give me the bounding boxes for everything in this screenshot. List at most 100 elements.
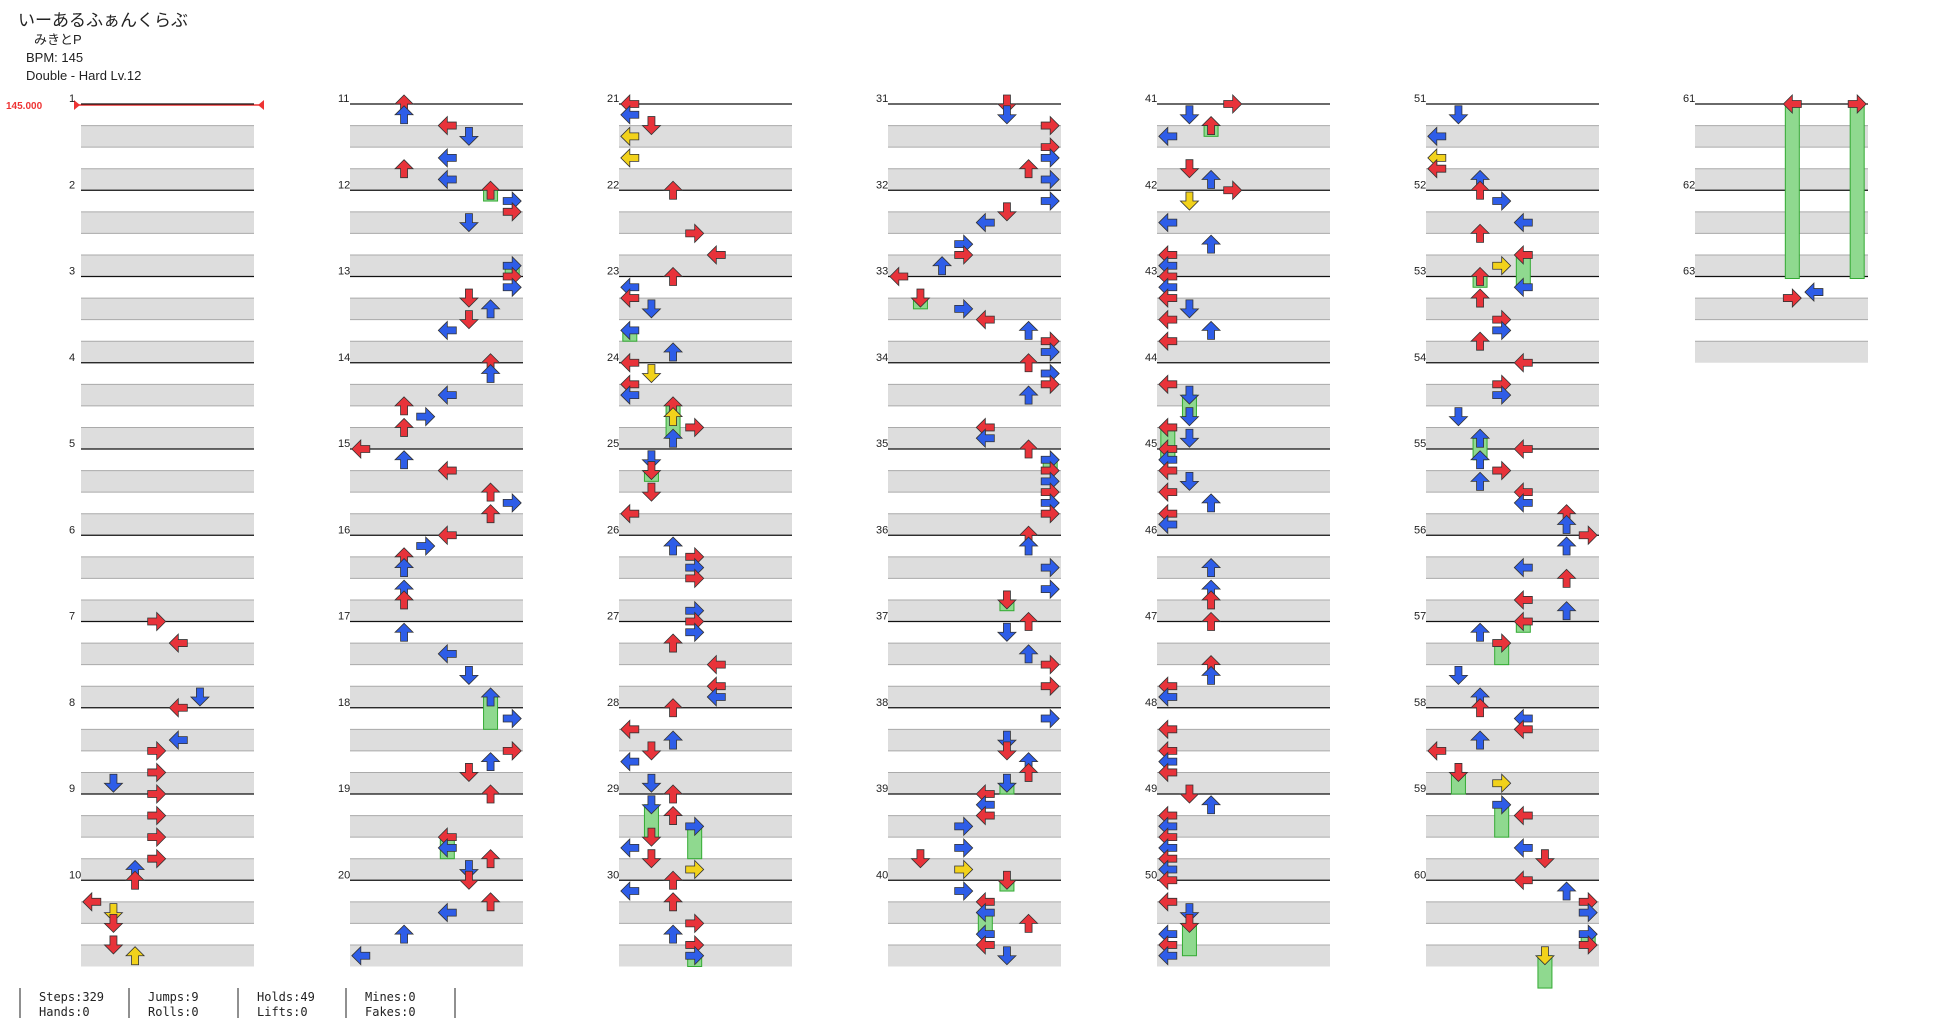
arrow <box>1018 536 1039 556</box>
arrow <box>1578 525 1598 546</box>
measure-number: 35 <box>876 438 888 450</box>
stat: Rolls:0 <box>148 1005 199 1019</box>
beat-band <box>1426 384 1599 406</box>
arrow <box>1448 763 1469 783</box>
arrow <box>437 320 457 341</box>
arrow <box>416 406 436 427</box>
measure-number: 5 <box>69 438 75 450</box>
arrow <box>502 740 522 761</box>
measure-number: 29 <box>607 783 619 795</box>
beat-band <box>619 298 792 320</box>
beat-band <box>888 686 1061 708</box>
arrow <box>1513 244 1533 265</box>
beat-band <box>350 211 523 234</box>
beat-band <box>1157 858 1330 881</box>
beat-band <box>1157 168 1330 191</box>
arrow <box>1179 385 1200 405</box>
arrow <box>663 180 684 200</box>
arrow <box>1158 374 1178 395</box>
arrow <box>1158 126 1178 147</box>
beat-band <box>350 815 523 838</box>
arrow <box>394 417 415 437</box>
arrow <box>480 752 501 772</box>
beat-band <box>888 298 1061 320</box>
arrow <box>975 212 995 233</box>
arrow <box>1492 794 1512 815</box>
arrow <box>663 784 684 804</box>
beat-band <box>1157 513 1330 536</box>
arrow <box>1492 255 1512 276</box>
beat-band <box>1426 772 1599 794</box>
measure-number: 62 <box>1683 179 1695 191</box>
beat-band <box>1157 729 1330 751</box>
beat-band <box>1695 168 1868 191</box>
arrow <box>1470 622 1491 642</box>
measure-number: 23 <box>607 266 619 278</box>
arrow <box>706 654 726 675</box>
measure-number: 59 <box>1414 783 1426 795</box>
arrow <box>954 859 974 880</box>
arrow <box>1158 762 1178 783</box>
measure-number: 27 <box>607 611 619 623</box>
measure-number: 22 <box>607 179 619 191</box>
arrow <box>1470 331 1491 351</box>
beat-band <box>350 599 523 622</box>
arrow <box>1158 870 1178 891</box>
arrow <box>954 837 974 858</box>
measure-number: 26 <box>607 524 619 536</box>
measure-number: 47 <box>1145 611 1157 623</box>
arrow <box>996 773 1017 793</box>
arrow <box>620 503 640 524</box>
beat-band <box>619 513 792 536</box>
hold <box>1849 103 1865 279</box>
arrow <box>480 687 501 707</box>
bpm-tri <box>258 100 264 110</box>
beat-band <box>1157 815 1330 838</box>
arrow <box>975 902 995 923</box>
measure-number: 36 <box>876 524 888 536</box>
beat-band <box>1426 944 1599 967</box>
arrow <box>706 687 726 707</box>
arrow <box>975 805 995 826</box>
beat-band <box>350 254 523 277</box>
beat-band <box>1157 298 1330 320</box>
beat-band <box>1157 125 1330 148</box>
measure-number: 13 <box>338 266 350 278</box>
arrow <box>394 105 415 125</box>
arrow <box>1040 342 1060 362</box>
measure-number: 54 <box>1414 352 1426 364</box>
arrow <box>1578 934 1598 955</box>
arrow <box>394 590 415 610</box>
beat-band <box>1426 125 1599 148</box>
beat-band <box>350 125 523 148</box>
beat-band <box>1157 211 1330 234</box>
arrow <box>437 902 457 923</box>
stat: Hands:0 <box>39 1005 90 1019</box>
arrow <box>437 115 457 136</box>
arrow <box>932 256 953 276</box>
arrow <box>458 763 479 783</box>
arrow <box>685 913 705 934</box>
measure-number: 44 <box>1145 352 1157 364</box>
beat-band <box>1426 470 1599 493</box>
beat-band <box>81 168 254 191</box>
stat: Steps:329 <box>39 990 104 1004</box>
beat-band <box>888 901 1061 924</box>
beat-band <box>1157 427 1330 449</box>
measure-number: 45 <box>1145 438 1157 450</box>
arrow <box>620 104 640 125</box>
arrow <box>103 773 124 793</box>
arrow <box>641 482 662 502</box>
beat-band <box>81 643 254 665</box>
beat-band <box>1157 599 1330 622</box>
beat-band <box>619 125 792 148</box>
arrow <box>1470 223 1491 243</box>
arrow <box>147 784 167 804</box>
arrow <box>1040 374 1060 395</box>
arrow <box>351 439 371 459</box>
measure-number: 50 <box>1145 869 1157 881</box>
arrow <box>1179 903 1200 923</box>
beat-band <box>81 384 254 406</box>
measure-number: 46 <box>1145 524 1157 536</box>
measure-number: 6 <box>69 524 75 536</box>
